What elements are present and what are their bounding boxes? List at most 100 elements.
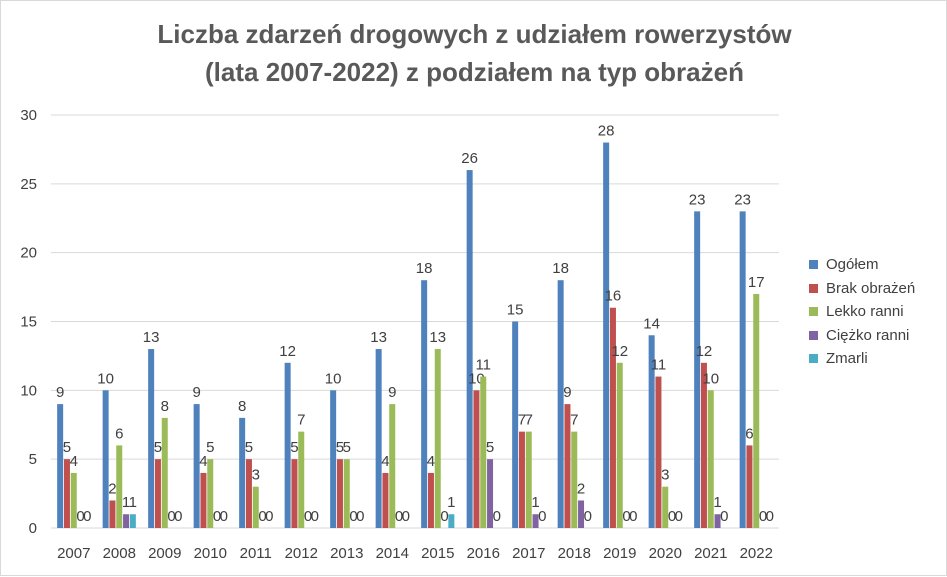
legend-item: Lekko ranni [809,300,915,324]
legend-label: Ogółem [826,256,879,274]
bar [739,211,746,528]
data-label: 10 [702,370,719,387]
data-label: 11 [651,357,667,374]
bar [518,431,525,528]
data-label: 5 [206,439,214,456]
data-label: 0 [304,508,312,525]
data-label: 17 [748,274,765,291]
data-label: 0 [174,508,182,525]
legend-label: Brak obrażeń [826,279,916,297]
data-label: 0 [493,508,501,525]
data-label: 2 [108,480,116,497]
bar [193,404,200,528]
data-label: 5 [336,439,344,456]
chart-legend: Ogółem Brak obrażeń Lekko ranni Ciężko rann… [809,253,915,371]
x-tick-label: 2011 [240,545,272,562]
data-label: 5 [245,439,253,456]
data-label: 0 [311,508,319,525]
x-tick-label: 2008 [103,545,136,562]
data-label: 0 [258,508,266,525]
data-label: 26 [461,150,478,167]
bar [239,417,246,528]
data-label: 0 [76,508,84,525]
data-label: 8 [238,398,246,415]
bar [154,459,161,528]
data-label: 0 [622,508,630,525]
x-tick-label: 2017 [512,545,545,562]
data-label: 3 [661,467,669,484]
data-label: 4 [70,453,78,470]
legend-swatch [809,260,818,270]
x-tick-label: 2022 [740,545,773,562]
data-label: 1 [713,494,721,511]
bar [245,459,252,528]
bar [707,390,714,528]
data-label: 3 [252,467,260,484]
bar [603,142,610,529]
bar [129,514,136,528]
data-label: 12 [279,343,296,360]
data-label: 10 [97,370,114,387]
bar [109,500,116,528]
bar [57,404,64,528]
data-label: 8 [161,398,169,415]
data-label: 4 [381,453,389,470]
x-tick-label: 2009 [148,545,181,562]
data-label: 0 [629,508,637,525]
bar [753,293,760,528]
data-label: 5 [290,439,298,456]
bar [252,486,259,528]
bar [694,211,701,528]
data-label: 0 [167,508,175,525]
x-tick-label: 2013 [330,545,363,562]
y-tick-label: 0 [29,520,37,537]
data-label: 0 [675,508,683,525]
bar [487,459,494,528]
bar [70,472,77,528]
x-tick-label: 2007 [57,545,90,562]
bar [714,514,721,528]
data-label: 1 [447,494,455,511]
bar [655,376,662,528]
bar [148,349,155,528]
bar [512,321,519,528]
bar [480,376,487,528]
bar [375,349,382,528]
bar [609,307,616,528]
y-tick-label: 5 [29,451,37,468]
data-label: 28 [598,123,615,140]
legend-item: Ogółem [809,253,915,277]
data-label: 1 [122,494,130,511]
data-label: 0 [668,508,676,525]
legend-item: Ciężko ranni [809,324,915,348]
bar [421,280,428,528]
data-label: 1 [531,494,539,511]
data-label: 0 [538,508,546,525]
bar [473,390,480,528]
bar [200,472,207,528]
data-label: 16 [605,288,622,305]
data-label: 5 [154,439,162,456]
bar [571,431,578,528]
y-tick-label: 10 [20,382,37,399]
bar [291,459,298,528]
x-tick-label: 2020 [649,545,682,562]
bar [161,417,168,528]
data-label: 13 [143,329,160,346]
data-label: 7 [525,412,533,429]
chart-title-line-2: (lata 2007-2022) z podziałem na typ obra… [205,57,744,87]
x-tick-label: 2012 [285,545,318,562]
bar [207,459,214,528]
legend-label: Zmarli [826,350,868,368]
data-label: 0 [349,508,357,525]
y-tick-label: 25 [20,176,37,193]
data-label: 5 [63,439,71,456]
legend-label: Ciężko ranni [826,326,910,344]
chart-title-line-1: Liczba zdarzeń drogowych z udziałem rowe… [157,19,792,49]
data-label: 0 [440,508,448,525]
data-label: 0 [356,508,364,525]
data-label: 0 [402,508,410,525]
data-label: 14 [643,315,660,332]
bar [63,459,70,528]
